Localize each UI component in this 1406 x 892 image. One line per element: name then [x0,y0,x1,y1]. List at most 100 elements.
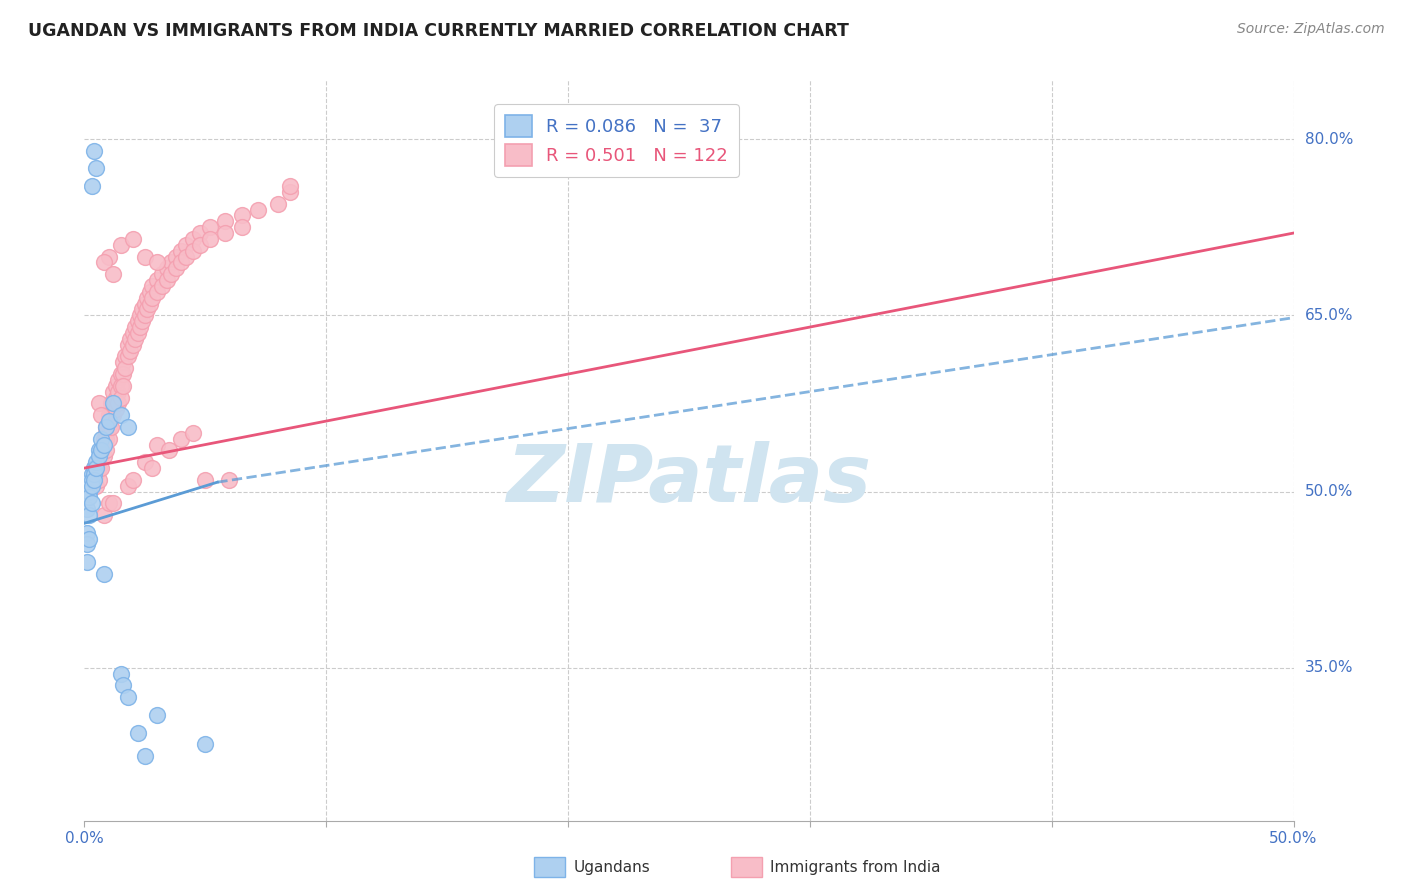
Point [90,450,112,464]
Point [165,261,187,276]
Point [87,396,110,410]
Point [117,690,139,705]
Point [77,532,100,546]
Point [90,408,112,422]
Legend: R = 0.086   N =  37, R = 0.501   N = 122: R = 0.086 N = 37, R = 0.501 N = 122 [494,104,740,177]
Point [93,255,115,269]
Point [93,432,115,446]
Point [134,749,156,764]
Point [117,337,139,351]
Point [76,555,98,569]
Point [97,250,120,264]
Point [100,396,122,410]
Point [87,461,110,475]
Point [86,479,108,493]
Point [103,384,125,399]
Point [121,326,143,340]
Point [100,420,122,434]
Point [76,525,98,540]
Point [103,408,125,422]
Point [76,537,98,551]
Text: Source: ZipAtlas.com: Source: ZipAtlas.com [1237,22,1385,37]
Point [93,450,115,464]
Point [117,420,139,434]
Point [198,220,221,235]
Point [104,391,127,405]
Point [93,437,115,451]
Point [90,443,112,458]
Point [97,414,120,428]
Text: 50.0%: 50.0% [1305,484,1353,500]
Point [77,484,100,499]
Point [170,255,193,269]
Point [174,237,197,252]
Point [170,244,193,258]
Point [194,737,217,751]
Point [231,209,253,223]
Point [121,232,143,246]
Point [110,408,132,422]
Point [80,179,103,194]
Point [190,237,212,252]
Point [121,473,143,487]
Point [129,308,152,322]
Point [117,350,139,364]
Text: Ugandans: Ugandans [574,860,651,874]
Point [97,432,120,446]
Point [160,255,183,269]
Point [83,473,105,487]
Point [150,267,173,281]
Point [174,250,197,264]
Point [83,144,105,158]
Point [86,467,108,481]
Point [93,437,115,451]
Point [100,408,122,422]
Point [231,220,253,235]
Point [97,496,120,510]
Point [129,320,152,334]
Point [117,479,139,493]
Point [87,473,110,487]
Point [160,267,183,281]
Point [181,425,204,440]
Point [146,255,169,269]
Point [97,408,120,422]
Point [87,443,110,458]
Point [136,291,159,305]
Point [110,367,132,381]
Point [90,461,112,475]
Point [134,296,156,310]
Point [94,420,117,434]
Point [112,355,135,369]
Point [103,496,125,510]
Point [83,461,105,475]
Point [267,196,290,211]
Point [134,308,156,322]
Point [86,461,108,475]
Point [76,502,98,516]
Point [107,396,129,410]
Point [112,678,135,692]
Point [94,420,117,434]
Point [80,496,103,510]
Point [86,455,108,469]
Point [138,285,160,299]
Point [278,179,301,194]
Point [214,226,236,240]
Point [170,432,193,446]
Point [120,332,142,346]
Point [146,437,169,451]
Point [110,391,132,405]
Point [110,237,132,252]
Point [97,414,120,428]
Point [120,343,142,358]
Point [181,244,204,258]
Point [155,273,177,287]
Point [90,432,112,446]
Point [124,320,146,334]
Point [93,566,115,581]
Point [198,232,221,246]
Text: UGANDAN VS IMMIGRANTS FROM INDIA CURRENTLY MARRIED CORRELATION CHART: UGANDAN VS IMMIGRANTS FROM INDIA CURRENT… [28,22,849,40]
Text: Immigrants from India: Immigrants from India [770,860,941,874]
Point [87,450,110,464]
